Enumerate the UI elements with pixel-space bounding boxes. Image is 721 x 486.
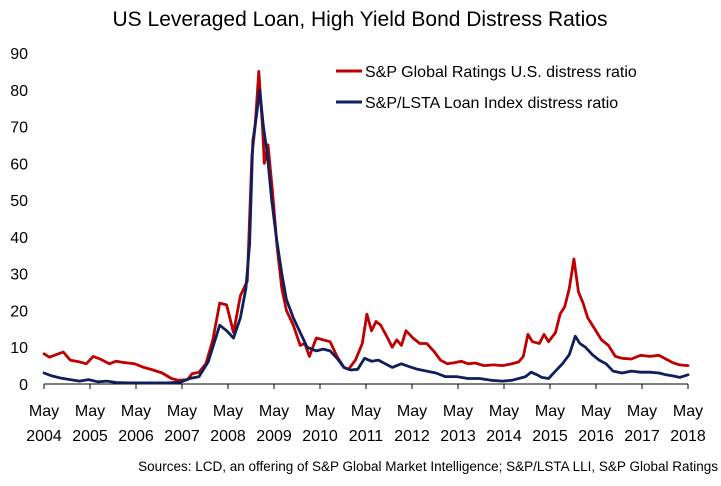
x-tick-label: May xyxy=(443,403,473,420)
x-tick-label: 2008 xyxy=(210,428,246,445)
series-line-sp-lsta-loan-index xyxy=(42,88,690,385)
y-tick-label: 60 xyxy=(10,156,28,173)
x-tick-label: May xyxy=(75,403,105,420)
x-tick-label: May xyxy=(121,403,151,420)
x-tick-label: May xyxy=(489,403,519,420)
x-tick-label: 2006 xyxy=(118,428,154,445)
y-tick-label: 0 xyxy=(19,377,28,394)
x-tick-label: 2007 xyxy=(164,428,200,445)
y-tick-label: 90 xyxy=(10,46,28,63)
x-tick-label: May xyxy=(213,403,243,420)
x-tick-label: May xyxy=(397,403,427,420)
series-lines xyxy=(42,70,690,385)
x-tick-label: 2013 xyxy=(440,428,476,445)
x-tick-label: 2015 xyxy=(532,428,568,445)
y-axis: 0 10 20 30 40 50 60 70 80 90 xyxy=(10,46,28,394)
y-tick-label: 20 xyxy=(10,303,28,320)
series-line-sp-global-ratings xyxy=(42,70,690,382)
x-tick-label: May xyxy=(535,403,565,420)
legend-label: S&P/LSTA Loan Index distress ratio xyxy=(365,95,618,112)
x-tick-label: May xyxy=(167,403,197,420)
x-tick-label: 2016 xyxy=(578,428,614,445)
chart-title: US Leveraged Loan, High Yield Bond Distr… xyxy=(113,8,608,31)
x-tick-label: May xyxy=(351,403,381,420)
legend-label: S&P Global Ratings U.S. distress ratio xyxy=(365,64,637,81)
x-tick-label: May xyxy=(673,403,703,420)
x-tick-label: May xyxy=(259,403,289,420)
x-tick-label: 2017 xyxy=(624,428,660,445)
y-tick-label: 30 xyxy=(10,267,28,284)
x-tick-label: 2012 xyxy=(394,428,430,445)
x-tick-label: May xyxy=(627,403,657,420)
x-tick-label: 2005 xyxy=(72,428,108,445)
y-tick-label: 80 xyxy=(10,83,28,100)
x-tick-label: 2018 xyxy=(670,428,706,445)
y-tick-label: 70 xyxy=(10,120,28,137)
x-tick-label: 2010 xyxy=(302,428,338,445)
source-note: Sources: LCD, an offering of S&P Global … xyxy=(138,459,718,474)
x-tick-label: May xyxy=(29,403,59,420)
x-axis: May 2004 May 2005 May 2006 May 2007 May 2008 May 20… xyxy=(26,384,706,445)
x-tick-label: May xyxy=(305,403,335,420)
x-tick-label: 2004 xyxy=(26,428,62,445)
y-tick-label: 40 xyxy=(10,230,28,247)
legend: S&P Global Ratings U.S. distress ratio S&… xyxy=(336,64,637,112)
x-tick-label: 2014 xyxy=(486,428,522,445)
y-tick-label: 50 xyxy=(10,193,28,210)
x-tick-label: 2011 xyxy=(349,428,384,445)
x-tick-label: May xyxy=(581,403,611,420)
y-tick-label: 10 xyxy=(10,340,28,357)
x-tick-label: 2009 xyxy=(256,428,292,445)
